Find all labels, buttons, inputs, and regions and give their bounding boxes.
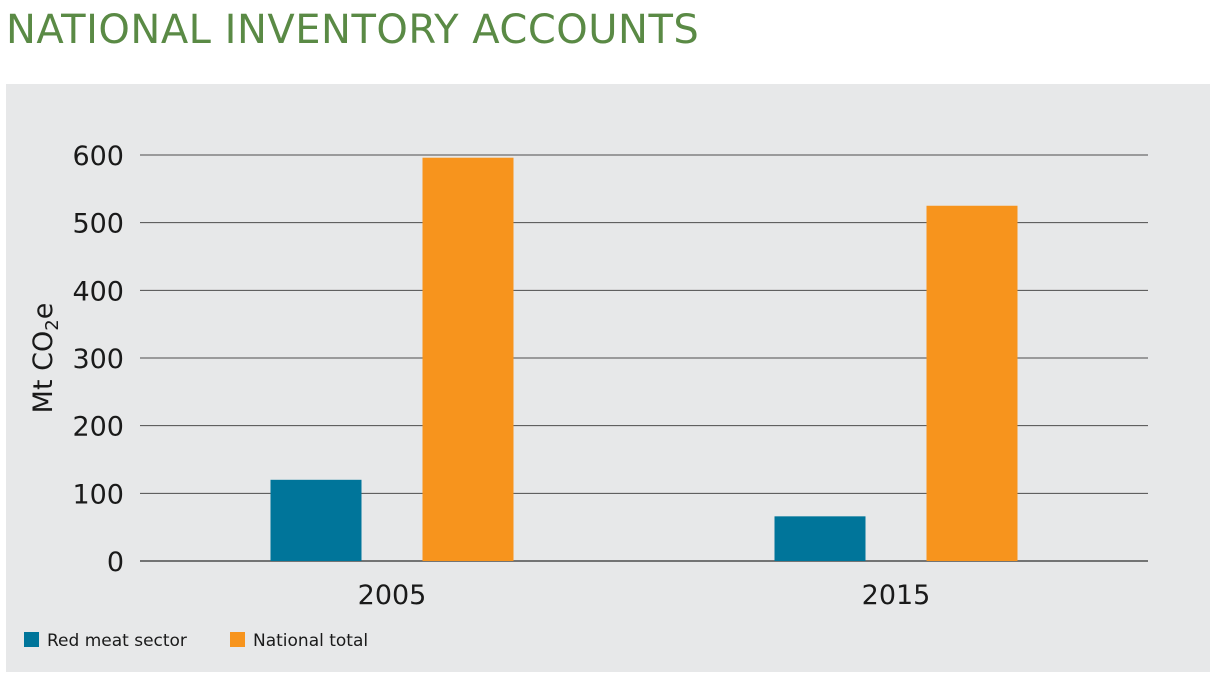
legend-swatch [24,632,39,647]
x-tick-label: 2005 [358,580,427,611]
legend-item: Red meat sector [24,631,187,651]
legend-swatch [230,632,245,647]
legend-label: Red meat sector [47,631,187,651]
y-tick-labels: 0 100 200 300 400 500 600 [72,141,124,578]
y-axis-label: Mt CO2e [28,303,63,414]
page-title: NATIONAL INVENTORY ACCOUNTS [6,7,700,53]
y-tick-label: 200 [72,412,124,443]
y-tick-label: 400 [72,276,124,307]
y-tick-label: 300 [72,344,124,375]
legend-item: National total [230,631,368,651]
y-tick-label: 600 [72,141,124,172]
bar-red-meat-sector-2015 [774,516,866,561]
bar-red-meat-sector-2005 [270,479,362,561]
y-tick-label: 500 [72,209,124,240]
legend-label: National total [253,631,368,651]
x-tick-labels: 2005 2015 [358,580,931,611]
bar-national-total-2005 [422,157,514,561]
x-tick-label: 2015 [862,580,931,611]
legend: Red meat sector National total [24,631,368,651]
bar-national-total-2015 [926,205,1018,561]
bars [270,157,1018,561]
y-tick-label: 0 [107,547,124,578]
y-tick-label: 100 [72,479,124,510]
